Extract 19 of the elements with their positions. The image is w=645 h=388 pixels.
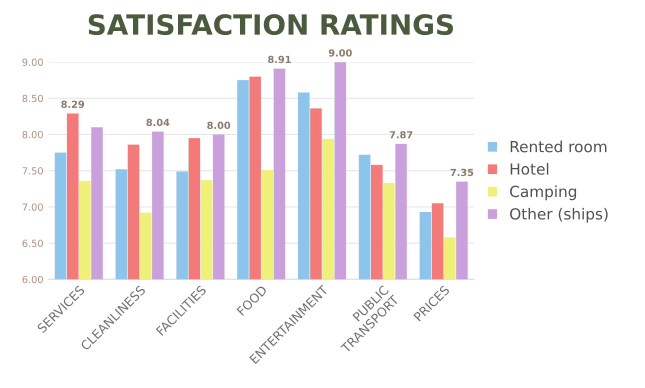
y-tick-label: 7.50 [22,167,43,175]
y-tick-label: 7.00 [22,203,43,211]
chart-title: SATISFACTION RATINGS [88,14,453,36]
legend-label: Hotel [510,162,548,175]
data-label: 8.29 [61,100,84,108]
y-tick-label: 6.00 [22,276,43,284]
data-label: 8.91 [268,56,291,64]
y-tick-label: 8.50 [22,94,43,102]
legend-label: Rented room [510,140,606,152]
data-label: 9.00 [328,49,352,57]
legend-label: Camping [510,185,576,200]
data-label: 8.00 [207,122,230,129]
y-tick-label: 6.50 [22,240,43,247]
y-tick-label: 8.00 [22,130,43,138]
data-label: 7.87 [390,131,412,138]
data-label: 7.35 [450,168,474,176]
data-label: 8.04 [146,118,170,126]
legend-label: Other (ships) [510,208,608,223]
y-tick-label: 9.00 [22,58,43,66]
